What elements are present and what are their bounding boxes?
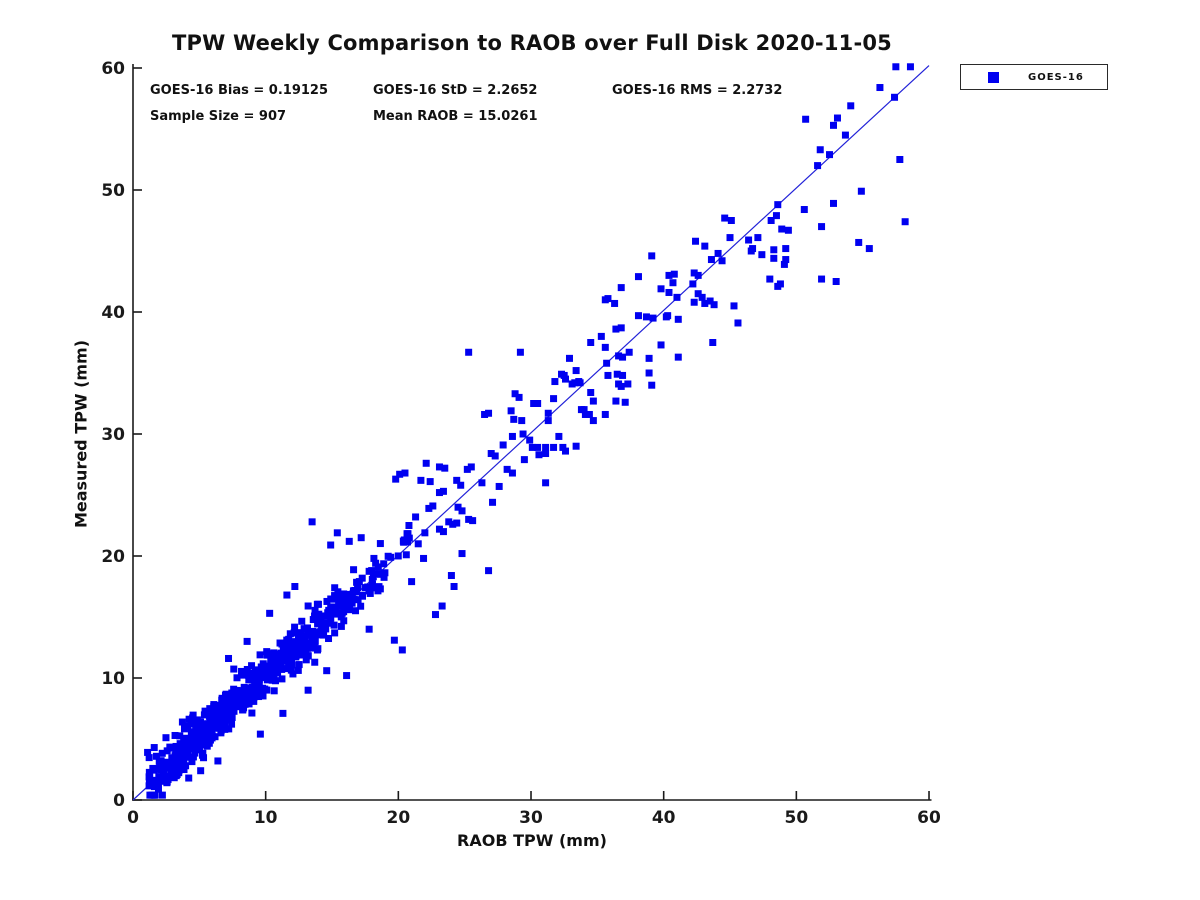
svg-text:20: 20	[101, 547, 125, 567]
svg-text:40: 40	[101, 303, 125, 323]
legend-label: GOES-16	[1028, 71, 1084, 83]
svg-text:10: 10	[101, 669, 125, 689]
svg-text:10: 10	[254, 808, 278, 828]
legend-box: GOES-16	[960, 64, 1108, 90]
stat-sample-size: Sample Size = 907	[150, 109, 287, 124]
svg-text:20: 20	[387, 808, 411, 828]
stat-mean-raob: Mean RAOB = 15.0261	[373, 109, 538, 124]
stat-bias: GOES-16 Bias = 0.19125	[150, 83, 329, 98]
svg-text:30: 30	[519, 808, 543, 828]
svg-text:40: 40	[652, 808, 676, 828]
svg-text:0: 0	[127, 808, 139, 828]
svg-text:60: 60	[101, 59, 125, 79]
legend-marker-icon	[988, 71, 999, 83]
svg-text:50: 50	[101, 181, 125, 201]
svg-text:0: 0	[113, 791, 125, 811]
svg-text:30: 30	[101, 425, 125, 445]
chart-title: TPW Weekly Comparison to RAOB over Full …	[171, 31, 892, 55]
svg-text:60: 60	[917, 808, 941, 828]
x-axis-label: RAOB TPW (mm)	[457, 831, 607, 850]
stat-std: GOES-16 StD = 2.2652	[373, 83, 538, 98]
stat-rms: GOES-16 RMS = 2.2732	[612, 83, 783, 98]
svg-text:50: 50	[785, 808, 809, 828]
y-axis-label: Measured TPW (mm)	[71, 339, 91, 529]
